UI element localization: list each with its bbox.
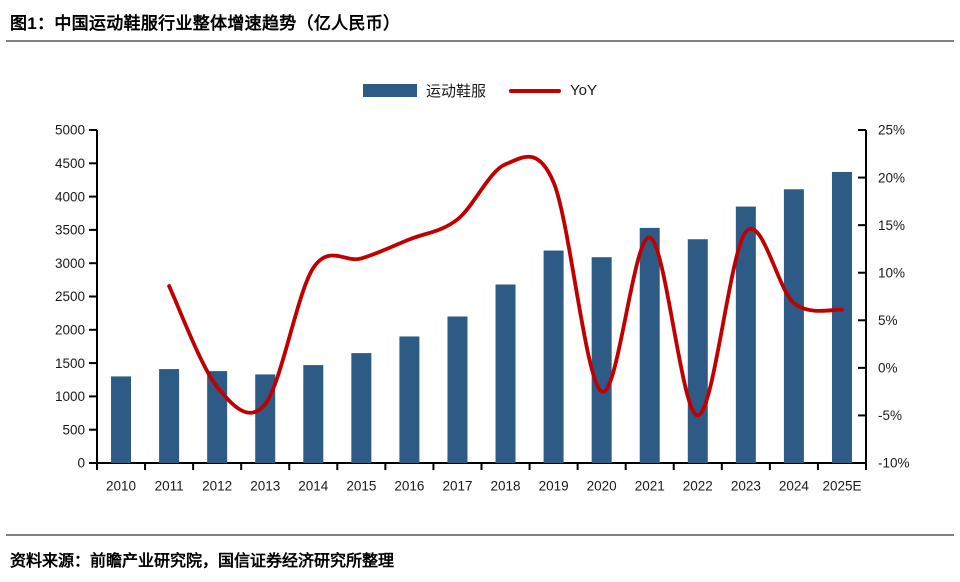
right-axis-label: -5% xyxy=(878,408,902,423)
bar-2018 xyxy=(495,284,516,463)
x-axis-label: 2011 xyxy=(155,479,184,494)
left-axis-label: 0 xyxy=(77,456,85,471)
left-axis-label: 1500 xyxy=(55,356,85,371)
x-axis-label: 2020 xyxy=(587,479,617,494)
bar-2014 xyxy=(303,365,324,463)
right-axis-label: 15% xyxy=(878,218,905,233)
left-axis-label: 4000 xyxy=(55,189,85,204)
left-axis-label: 1000 xyxy=(55,389,85,404)
right-axis-label: 0% xyxy=(878,361,898,376)
bar-2019 xyxy=(543,250,564,463)
x-axis-label: 2022 xyxy=(683,479,713,494)
bar-2024 xyxy=(783,189,804,464)
x-axis-label: 2024 xyxy=(779,479,810,494)
bar-2021 xyxy=(639,227,660,463)
right-axis-label: 20% xyxy=(878,170,905,185)
title-divider xyxy=(6,40,954,42)
x-axis-label: 2021 xyxy=(635,479,665,494)
x-axis-label: 2017 xyxy=(442,479,472,494)
x-axis-label: 2023 xyxy=(731,479,761,494)
bar-2020 xyxy=(591,257,612,463)
legend-bar-swatch xyxy=(363,84,417,97)
bar-2025E xyxy=(831,171,852,463)
source-note: 资料来源：前瞻产业研究院，国信证券经济研究所整理 xyxy=(10,553,395,570)
bar-2010 xyxy=(111,376,132,463)
right-axis-label: 25% xyxy=(878,123,905,138)
x-axis-label: 2012 xyxy=(202,479,232,494)
bar-2022 xyxy=(687,239,708,463)
x-axis-label: 2019 xyxy=(539,479,569,494)
right-axis-label: 10% xyxy=(878,265,905,280)
left-axis-label: 2000 xyxy=(55,323,85,338)
right-axis-label: -10% xyxy=(878,456,910,471)
left-axis-label: 3500 xyxy=(55,223,85,238)
left-axis-label: 4500 xyxy=(55,156,85,171)
bar-2011 xyxy=(159,369,180,463)
bar-2016 xyxy=(399,336,420,463)
x-axis-label: 2016 xyxy=(394,479,424,494)
x-axis-label: 2010 xyxy=(106,479,136,494)
bar-2015 xyxy=(351,353,372,463)
left-axis-label: 3000 xyxy=(55,256,85,271)
left-axis-label: 500 xyxy=(62,422,85,437)
chart-legend: 运动鞋服 YoY xyxy=(0,80,960,101)
page-title: 图1：中国运动鞋服行业整体增速趋势（亿人民币） xyxy=(10,14,401,33)
legend-bar-label: 运动鞋服 xyxy=(426,83,487,100)
source-divider xyxy=(6,534,954,536)
bar-2017 xyxy=(447,316,468,463)
yoy-line xyxy=(167,154,844,418)
x-axis-label: 2013 xyxy=(250,479,280,494)
left-axis-label: 2500 xyxy=(55,289,85,304)
legend-line-swatch xyxy=(509,88,562,93)
x-axis-label: 2018 xyxy=(491,479,521,494)
right-axis-label: 5% xyxy=(878,313,898,328)
x-axis-label: 2015 xyxy=(346,479,376,494)
x-axis-label: 2014 xyxy=(298,479,329,494)
bar-2023 xyxy=(735,206,756,463)
legend-line-label: YoY xyxy=(570,82,597,99)
left-axis-label: 5000 xyxy=(55,123,85,138)
x-axis-label: 2025E xyxy=(822,479,861,494)
